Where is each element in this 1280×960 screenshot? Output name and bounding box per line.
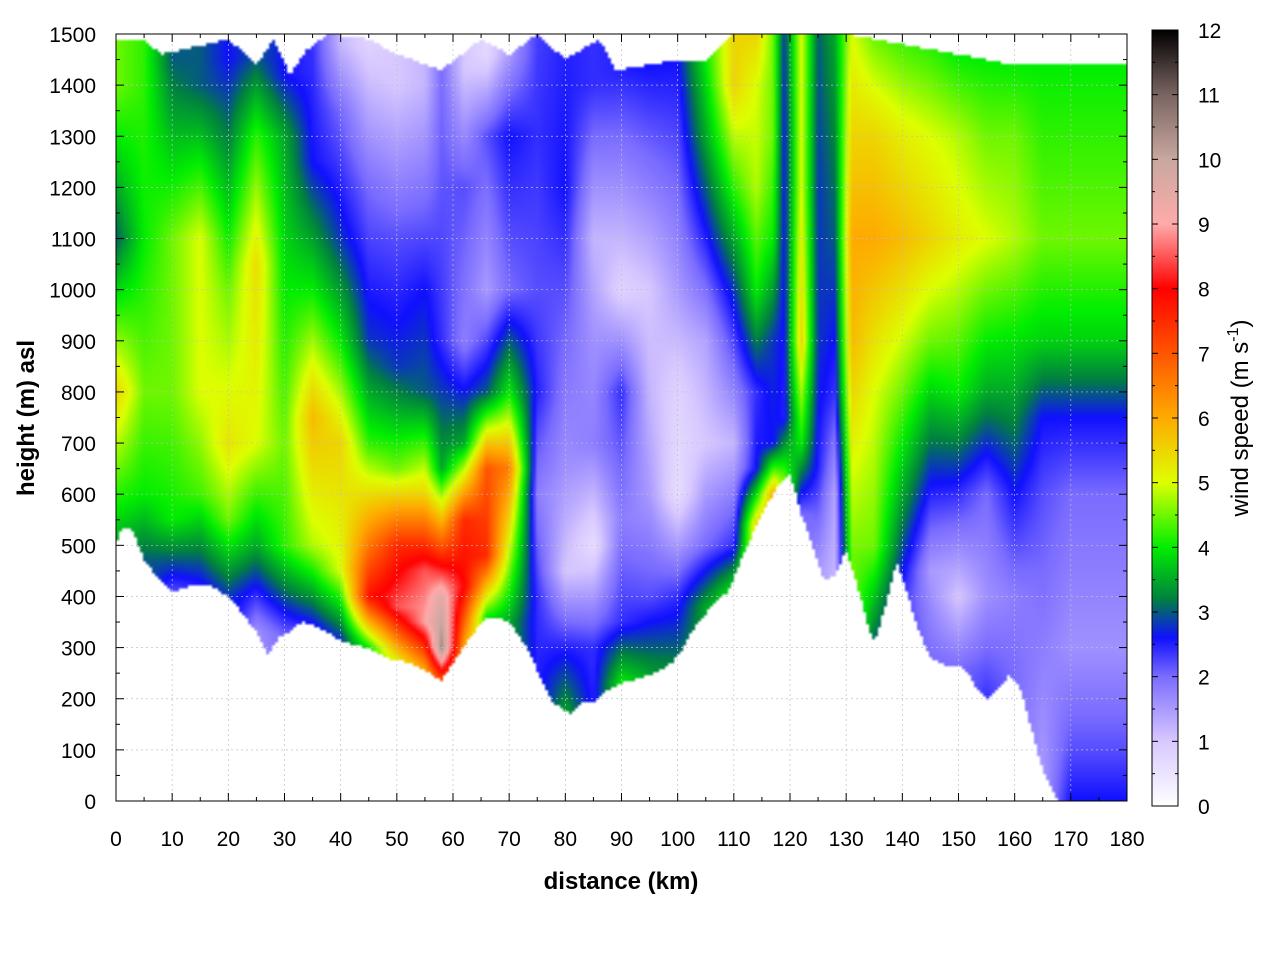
colorbar-title-main: wind speed (m s: [1227, 342, 1254, 518]
x-tick-label: 140: [885, 828, 920, 851]
x-tick-label: 150: [941, 828, 976, 851]
x-tick-label: 50: [385, 828, 408, 851]
colorbar-title-suffix: ): [1227, 320, 1254, 328]
y-tick-label: 500: [61, 535, 96, 558]
y-tick-label: 600: [61, 484, 96, 507]
colorbar-tick-label: 1: [1198, 731, 1210, 754]
colorbar-tick-label: 10: [1198, 149, 1221, 172]
x-tick-label: 10: [160, 828, 183, 851]
colorbar-tick-label: 4: [1198, 537, 1210, 560]
y-tick-label: 1200: [49, 177, 96, 200]
y-tick-label: 1500: [49, 24, 96, 47]
x-axis: 0 10 20 30 40 50 60 70 80 90 100 110 120 130 140 150 160…: [110, 34, 1145, 851]
colorbar-tick-label: 6: [1198, 408, 1210, 431]
y-tick-label: 200: [61, 689, 96, 712]
y-axis-title: height (m) asl: [13, 340, 40, 496]
y-tick-label: 800: [61, 382, 96, 405]
y-axis: 0 100 200 300 400 500 600 700 800 900 1000 1100 1200…: [49, 24, 1127, 814]
x-tick-label: 120: [772, 828, 807, 851]
colorbar-tick-label: 0: [1198, 796, 1210, 819]
colorbar-tick-label: 7: [1198, 343, 1210, 366]
colorbar-title: wind speed (m s-1): [1225, 320, 1254, 518]
colorbar-tick-label: 9: [1198, 214, 1210, 237]
colorbar-title-superscript: -1: [1225, 327, 1242, 341]
y-tick-label: 100: [61, 740, 96, 763]
y-tick-label: 900: [61, 331, 96, 354]
colorbar-tick-label: 5: [1198, 473, 1210, 496]
y-tick-label: 1300: [49, 126, 96, 149]
x-tick-label: 130: [829, 828, 864, 851]
x-tick-label: 60: [441, 828, 464, 851]
colorbar-tick-label: 12: [1198, 20, 1221, 43]
x-tick-label: 180: [1109, 828, 1144, 851]
y-tick-label: 300: [61, 638, 96, 661]
y-tick-label: 0: [84, 791, 96, 814]
x-tick-label: 30: [273, 828, 296, 851]
y-tick-label: 1400: [49, 75, 96, 98]
colorbar-tick-label: 2: [1198, 667, 1210, 690]
x-tick-label: 110: [717, 828, 750, 851]
x-tick-label: 20: [217, 828, 240, 851]
y-tick-label: 1000: [49, 280, 96, 303]
y-tick-label: 1100: [51, 229, 96, 252]
wind-speed-heatmap: [116, 34, 1127, 801]
x-tick-label: 0: [110, 828, 122, 851]
colorbar-tick-label: 3: [1198, 602, 1210, 625]
x-tick-label: 100: [660, 828, 695, 851]
y-tick-label: 700: [61, 433, 96, 456]
x-tick-label: 170: [1053, 828, 1088, 851]
x-tick-label: 80: [554, 828, 577, 851]
x-tick-label: 160: [997, 828, 1032, 851]
y-tick-label: 400: [61, 586, 96, 609]
x-tick-label: 70: [497, 828, 520, 851]
x-tick-label: 40: [329, 828, 352, 851]
colorbar-tick-label: 11: [1198, 85, 1220, 108]
x-tick-label: 90: [610, 828, 633, 851]
x-axis-title: distance (km): [544, 868, 699, 895]
colorbar-tick-label: 8: [1198, 279, 1210, 302]
